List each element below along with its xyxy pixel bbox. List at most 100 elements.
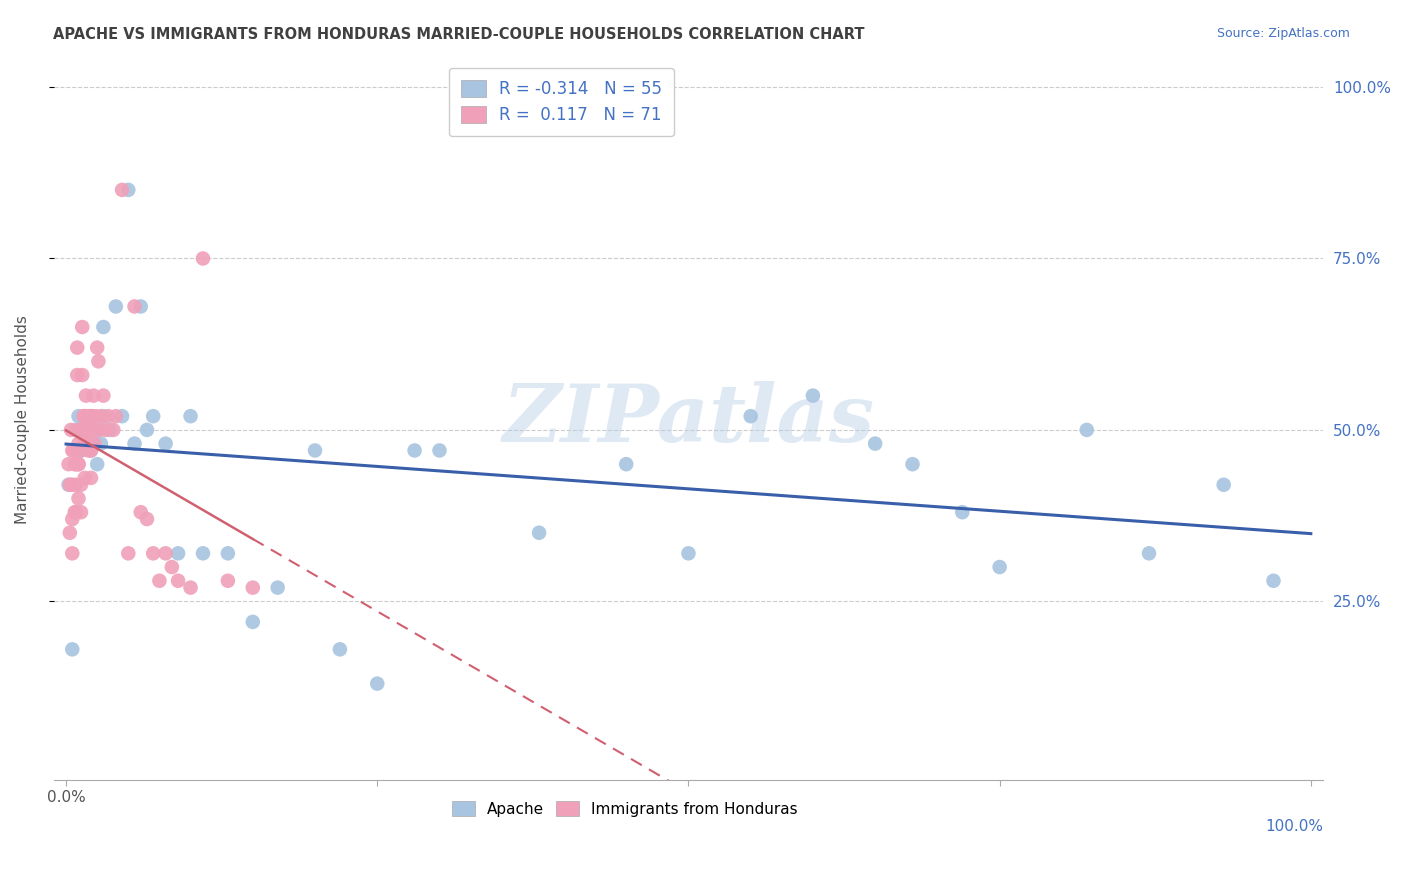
Point xyxy=(65,477,87,491)
Point xyxy=(167,546,190,560)
Point xyxy=(142,409,165,424)
Text: Source: ZipAtlas.com: Source: ZipAtlas.com xyxy=(1216,27,1350,40)
Point xyxy=(1076,423,1098,437)
Point xyxy=(124,300,146,314)
Point xyxy=(155,546,177,560)
Point xyxy=(60,423,83,437)
Point xyxy=(73,471,96,485)
Point xyxy=(242,615,264,629)
Point xyxy=(82,423,104,437)
Point xyxy=(63,505,86,519)
Point xyxy=(60,642,83,657)
Point xyxy=(1212,477,1234,491)
Point xyxy=(136,423,159,437)
Point xyxy=(180,409,202,424)
Point xyxy=(66,341,89,355)
Point xyxy=(67,436,90,450)
Point xyxy=(82,436,104,450)
Point xyxy=(94,423,117,437)
Point xyxy=(304,443,326,458)
Point xyxy=(191,252,214,266)
Point xyxy=(77,436,100,450)
Point xyxy=(70,443,93,458)
Point xyxy=(70,423,93,437)
Point xyxy=(59,525,82,540)
Point xyxy=(678,546,700,560)
Point xyxy=(136,512,159,526)
Point xyxy=(901,457,924,471)
Point xyxy=(1137,546,1160,560)
Point xyxy=(404,443,426,458)
Point xyxy=(58,477,80,491)
Point xyxy=(366,676,388,690)
Point xyxy=(75,389,97,403)
Point xyxy=(103,423,125,437)
Point xyxy=(80,423,103,437)
Point xyxy=(142,546,165,560)
Point xyxy=(527,525,550,540)
Point xyxy=(84,409,107,424)
Point xyxy=(988,560,1011,574)
Point xyxy=(67,457,90,471)
Point xyxy=(89,423,111,437)
Point xyxy=(73,409,96,424)
Point xyxy=(73,423,96,437)
Point xyxy=(104,409,127,424)
Point xyxy=(60,477,83,491)
Point xyxy=(86,457,108,471)
Point xyxy=(950,505,973,519)
Point xyxy=(180,581,202,595)
Point xyxy=(73,436,96,450)
Point xyxy=(60,546,83,560)
Point xyxy=(98,423,121,437)
Y-axis label: Married-couple Households: Married-couple Households xyxy=(15,315,30,524)
Point xyxy=(160,560,183,574)
Point xyxy=(266,581,288,595)
Point xyxy=(217,546,239,560)
Point xyxy=(129,300,152,314)
Point xyxy=(62,443,84,458)
Point xyxy=(73,423,96,437)
Point xyxy=(614,457,637,471)
Point xyxy=(429,443,451,458)
Point xyxy=(155,436,177,450)
Point xyxy=(167,574,190,588)
Point xyxy=(86,423,108,437)
Point xyxy=(129,505,152,519)
Point xyxy=(329,642,352,657)
Point xyxy=(82,423,104,437)
Point xyxy=(863,436,886,450)
Point xyxy=(70,505,93,519)
Text: ZIPatlas: ZIPatlas xyxy=(502,381,875,458)
Point xyxy=(80,409,103,424)
Point xyxy=(242,581,264,595)
Point xyxy=(67,443,90,458)
Point xyxy=(97,409,120,424)
Point xyxy=(76,409,98,424)
Point xyxy=(801,389,824,403)
Point xyxy=(83,436,105,450)
Point xyxy=(93,389,115,403)
Point xyxy=(77,423,100,437)
Point xyxy=(67,491,90,506)
Point xyxy=(111,409,134,424)
Point xyxy=(65,505,87,519)
Point xyxy=(90,436,112,450)
Point xyxy=(111,183,134,197)
Point xyxy=(79,409,101,424)
Point xyxy=(740,409,762,424)
Point xyxy=(70,320,93,334)
Point xyxy=(76,436,98,450)
Point xyxy=(82,409,104,424)
Point xyxy=(58,457,80,471)
Point xyxy=(60,512,83,526)
Point xyxy=(67,457,90,471)
Text: 100.0%: 100.0% xyxy=(1265,819,1323,834)
Point xyxy=(80,443,103,458)
Point xyxy=(70,443,93,458)
Point xyxy=(65,457,87,471)
Point xyxy=(60,443,83,458)
Point xyxy=(67,423,90,437)
Point xyxy=(66,368,89,382)
Point xyxy=(75,423,97,437)
